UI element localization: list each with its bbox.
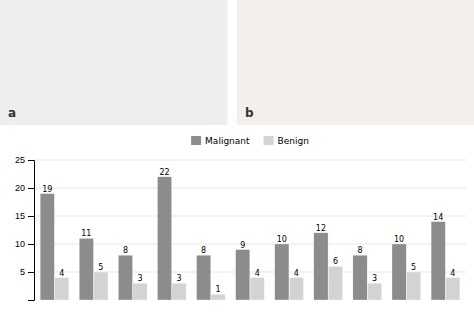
bar [172,283,186,300]
bar [94,272,108,300]
bar [289,278,303,300]
bar [157,177,171,300]
data-label: 4 [450,269,455,278]
data-label: 8 [357,246,362,255]
bar [446,278,460,300]
bar [133,283,147,300]
data-label: 10 [394,235,404,244]
data-label: 5 [98,263,103,272]
image-panel [237,0,474,125]
data-label: 3 [372,274,377,283]
data-label: 4 [255,269,260,278]
bar [407,272,421,300]
y-tick: 10 [15,239,34,249]
y-tick-mark [28,244,34,245]
bar [367,283,381,300]
grid-line [34,188,466,189]
bar [275,244,289,300]
data-label: 8 [201,246,206,255]
bar [118,255,132,300]
y-tick-mark [28,188,34,189]
y-tick-mark [28,216,34,217]
bars [40,177,460,300]
y-tick-mark [28,160,34,161]
bar [236,250,250,300]
y-tick: 25 [15,155,34,165]
legend-swatch [191,136,201,145]
bar [392,244,406,300]
y-tick-mark [28,272,34,273]
y-tick-label: 20 [15,183,25,193]
data-label: 6 [333,257,338,266]
grid-line [34,216,466,217]
figure: ab51015202519118228910128101445331446354… [0,0,474,312]
y-tick: 20 [15,183,34,193]
data-label: 5 [411,263,416,272]
data-label: 14 [433,213,443,222]
y-tick: 5 [20,267,34,277]
data-label: 1 [216,285,221,294]
grid-line [34,160,466,161]
bar [211,294,225,300]
data-label: 22 [159,168,169,177]
legend-item: Benign [264,136,309,146]
data-label: 19 [42,185,52,194]
y-tick-label: 25 [15,155,25,165]
y-tick-label: 5 [20,267,25,277]
bar [197,255,211,300]
data-label: 10 [277,235,287,244]
data-label: 4 [59,269,64,278]
y-axis: 5 10 15 20 25 [15,155,35,300]
bar [328,266,342,300]
bar [431,222,445,300]
y-axis-line [28,161,35,301]
legend: Malignant Benign [191,136,309,146]
data-label: 12 [316,224,326,233]
bar [79,238,93,300]
image-panel [0,0,228,125]
data-label: 3 [137,274,142,283]
bar [55,278,69,300]
legend-label: Malignant [205,136,250,146]
legend-swatch [264,136,274,145]
bar [314,233,328,300]
data-labels: 19118228910128101445331446354 [42,168,455,295]
panel-label: a [8,106,16,120]
y-tick-label: 10 [15,239,25,249]
legend-label: Benign [278,136,309,146]
bar [353,255,367,300]
panel-label: b [245,106,254,120]
data-label: 3 [177,274,182,283]
y-tick-label: 15 [15,211,25,221]
data-label: 4 [294,269,299,278]
plot: 51015202519118228910128101445331446354 [15,155,466,300]
data-label: 8 [123,246,128,255]
y-tick: 15 [15,211,34,221]
data-label: 11 [81,229,91,238]
legend-item: Malignant [191,136,250,146]
bar [250,278,264,300]
bar [40,194,54,300]
data-label: 9 [240,241,245,250]
